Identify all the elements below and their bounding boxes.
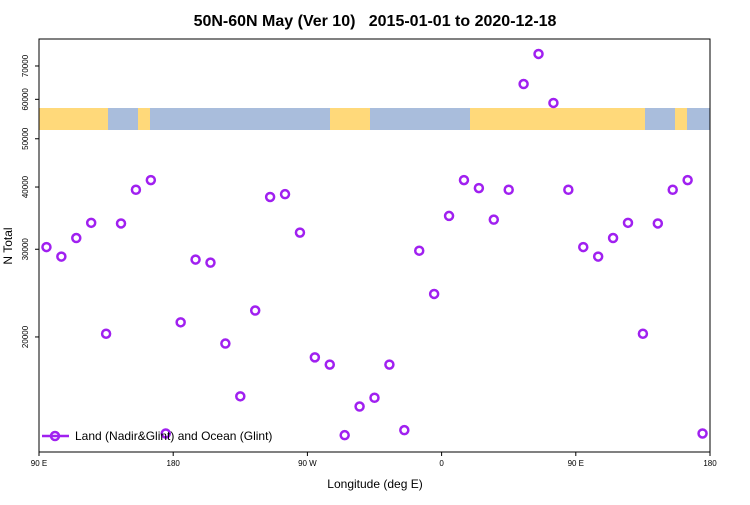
data-point [592,251,604,262]
data-point [578,241,589,253]
data-point [56,251,67,262]
data-point [548,97,559,109]
data-point [458,174,470,186]
y-tick-label: 40000 [21,175,30,198]
data-point [622,217,634,229]
legend-label: Land (Nadir&Glint) and Ocean (Glint) [75,429,272,443]
legend-marker [49,430,61,442]
data-point [160,428,171,439]
data-point [667,184,678,195]
data-point [443,210,455,222]
data-point [279,188,291,200]
data-point [294,227,306,238]
x-tick-label: 90 E [31,459,47,468]
data-point [115,218,127,229]
x-tick-label: 0 [439,459,444,468]
data-point [473,182,485,194]
data-point [235,391,246,402]
y-tick-label: 30000 [21,238,30,261]
y-tick-label: 20000 [21,325,30,348]
x-tick-label: 180 [167,459,181,468]
data-point [100,328,112,339]
x-tick-label: 90 E [568,459,584,468]
data-point [249,305,261,316]
data-point [533,48,544,60]
data-point [339,429,350,441]
data-point [563,184,574,195]
data-point [607,232,619,244]
chart-title: 50N-60N May (Ver 10) 2015-01-01 to 2020-… [194,13,557,30]
x-tick-label: 90 W [298,459,317,468]
y-axis-label: N Total [1,227,15,264]
data-point [503,184,514,195]
map-strip [39,108,710,130]
data-point [354,401,365,412]
data-point [205,257,216,268]
data-point [324,359,336,370]
data-point [41,241,52,253]
data-point [71,232,82,244]
data-point [682,174,693,186]
data-point [637,328,649,339]
data-point [697,428,708,439]
data-point [518,78,529,90]
x-axis-label: Longitude (deg E) [327,477,422,491]
data-point [264,191,276,203]
x-tick-label: 180 [703,459,717,468]
data-point [309,352,321,363]
data-point [384,359,395,370]
data-point [175,317,186,328]
data-point [130,184,142,195]
y-tick-label: 70000 [21,54,30,77]
y-tick-label: 60000 [21,88,30,111]
data-point [85,217,97,229]
data-point [190,254,201,265]
data-point [652,218,664,229]
data-point [399,424,410,436]
data-point [220,338,231,349]
data-point [145,174,157,186]
data-point [428,288,440,300]
plot-frame [38,38,711,453]
y-tick-label: 50000 [21,127,30,150]
data-point [369,392,380,403]
data-point [488,214,500,225]
data-point [413,245,425,256]
